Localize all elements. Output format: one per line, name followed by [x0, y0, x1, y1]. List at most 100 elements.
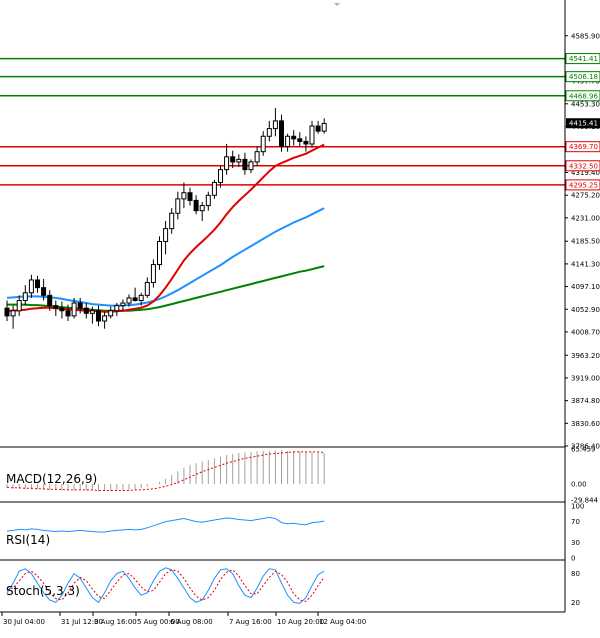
candle-body: [309, 125, 315, 145]
price-y-tick-label: 4231.00: [571, 214, 600, 222]
candle-body: [144, 282, 150, 296]
candle-body: [285, 135, 291, 148]
stoch-d-line: [6, 569, 325, 602]
candle-body: [83, 307, 89, 314]
price-y-tick-label: 4275.20: [571, 192, 600, 200]
level-box: [565, 141, 600, 153]
candle-body: [35, 279, 40, 289]
candle-body: [297, 138, 303, 142]
candle-body: [41, 287, 47, 296]
stoch-label: Stoch(5,3,3): [6, 584, 80, 598]
price-y-tick-label: 4141.30: [571, 260, 600, 268]
candle-body: [230, 156, 236, 163]
candle-body: [248, 161, 254, 171]
price-y-tick-label: 3963.20: [571, 352, 600, 360]
candle-body: [138, 294, 144, 301]
x-tick-label: 7 Aug 16:00: [229, 618, 272, 626]
macd-label: MACD(12,26,9): [6, 472, 97, 486]
current-price-label: 4415.41: [569, 120, 598, 128]
candle-body: [163, 228, 169, 242]
price-y-tick-label: 3874.80: [571, 397, 600, 405]
candle-body: [126, 297, 132, 304]
candle-body: [321, 122, 327, 132]
candle-body: [205, 194, 211, 207]
candle-body: [65, 310, 71, 317]
stoch-k-line: [6, 567, 325, 604]
candle-body: [102, 315, 108, 322]
price-y-tick-label: 4097.10: [571, 283, 600, 291]
candle-body: [47, 294, 53, 307]
rsi-line: [6, 516, 325, 533]
candle-body: [169, 212, 175, 230]
candle-body: [77, 302, 83, 309]
candle-body: [224, 156, 230, 171]
x-tick-label: 6 Aug 08:00: [170, 618, 213, 626]
candle-body: [181, 192, 187, 200]
price-panel: 4585.904541.414497.704453.304409.104364.…: [0, 32, 600, 451]
macd-panel: 65.459 0.00 -29.844 MACD(12,26,9): [6, 446, 599, 505]
price-y-tick-label: 4585.90: [571, 32, 600, 40]
candle-body: [187, 192, 193, 201]
candle-body: [71, 302, 77, 317]
stoch-y-tick-label: 80: [571, 570, 580, 578]
x-axis: 30 Jul 04:00 31 Jul 12:003 Aug 16:00 5 Aug…: [1, 612, 366, 626]
candle-body: [175, 198, 181, 214]
x-tick-label: 12 Aug 04:00: [319, 618, 366, 626]
level-label: 4369.70: [569, 143, 598, 151]
candle-body: [279, 120, 284, 148]
rsi-y-tick-label: 100: [571, 503, 584, 511]
x-tick-label: 3 Aug 16:00: [94, 618, 137, 626]
price-y-tick-label: 4453.30: [571, 100, 600, 108]
candle-body: [254, 151, 260, 163]
candle-body: [199, 205, 205, 212]
candle-body: [120, 302, 126, 307]
x-tick-label: 31 Jul 12:00: [61, 618, 103, 626]
level-label: 4468.96: [569, 92, 598, 100]
level-box: [565, 179, 600, 191]
x-tick-label: 10 Aug 20:00: [277, 618, 324, 626]
candle-body: [89, 310, 95, 314]
level-box: [565, 160, 600, 172]
stoch-y-tick-label: 20: [571, 599, 580, 607]
candle-body: [16, 299, 22, 312]
macd-signal-line: [6, 451, 325, 491]
candle-body: [242, 158, 248, 171]
candle-body: [211, 181, 217, 196]
chart-frame: [0, 0, 566, 613]
rsi-label: RSI(14): [6, 533, 50, 547]
level-label: 4506.18: [569, 73, 598, 81]
candle-body: [218, 169, 223, 183]
level-label: 4541.41: [569, 55, 598, 63]
candle-body: [114, 305, 120, 312]
candle-body: [4, 307, 10, 317]
price-y-tick-label: 3830.60: [571, 420, 600, 428]
candle-body: [260, 135, 266, 153]
price-y-tick-label: 4008.70: [571, 328, 600, 336]
ma-blue-line: [6, 207, 325, 307]
shift-marker-icon: [334, 3, 340, 6]
level-box: [565, 90, 600, 102]
level-box: [565, 53, 600, 65]
candle-body: [150, 264, 156, 284]
level-box: [565, 71, 600, 83]
level-label: 4295.25: [569, 181, 598, 189]
candle-body: [59, 307, 65, 312]
current-price-box: [566, 118, 600, 129]
macd-y-tick-label: -29.844: [571, 497, 599, 505]
candle-body: [157, 240, 162, 266]
rsi-y-tick-label: 70: [571, 518, 580, 526]
macd-y-tick-label: 0.00: [571, 481, 587, 489]
candle-body: [236, 158, 242, 163]
rsi-y-tick-label: 0: [571, 555, 575, 563]
price-y-tick-label: 4319.40: [571, 169, 600, 177]
candle-body: [28, 279, 34, 294]
price-y-tick-label: 4185.50: [571, 238, 600, 246]
rsi-panel: 100 70 30 0 RSI(14): [6, 503, 584, 563]
price-y-tick-label: 3786.40: [571, 443, 600, 451]
candle-body: [193, 199, 199, 212]
candle-body: [10, 310, 16, 317]
x-tick-label: 30 Jul 04:00: [3, 618, 45, 626]
